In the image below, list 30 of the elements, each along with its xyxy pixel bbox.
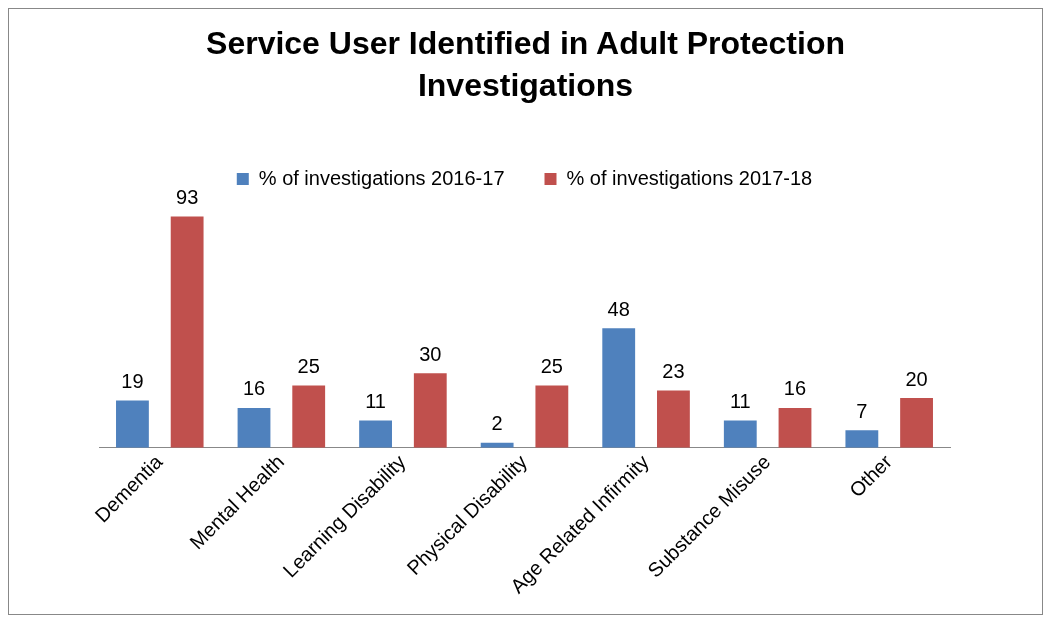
data-label: 20 (905, 367, 928, 390)
bar (778, 407, 812, 448)
chart-title: Service User Identified in Adult Protection Investigations (205, 24, 846, 105)
data-label: 30 (419, 342, 442, 365)
data-label: 25 (540, 355, 563, 378)
bar (900, 398, 933, 448)
bar (237, 407, 271, 448)
legend-label: % of investigations 2017-18 (566, 166, 813, 189)
data-label: 25 (297, 355, 320, 378)
bar (359, 420, 392, 448)
data-label: 19 (121, 370, 144, 393)
bar (413, 373, 447, 448)
data-label: 11 (729, 389, 751, 412)
data-label: 7 (856, 399, 868, 422)
data-label: 23 (662, 360, 685, 383)
data-label: 11 (365, 389, 386, 412)
bar (723, 420, 757, 448)
data-label: 2 (491, 412, 503, 435)
bar (170, 216, 204, 448)
bar (535, 385, 569, 448)
bar (602, 328, 636, 448)
bar (292, 385, 326, 448)
bar (116, 400, 149, 448)
legend-label: % of investigations 2016-17 (258, 166, 505, 189)
bar (845, 430, 879, 448)
data-label: 16 (242, 377, 266, 400)
bar (657, 390, 690, 448)
data-label: 48 (607, 297, 630, 320)
data-label: 93 (176, 185, 199, 208)
data-label: 16 (783, 377, 807, 400)
